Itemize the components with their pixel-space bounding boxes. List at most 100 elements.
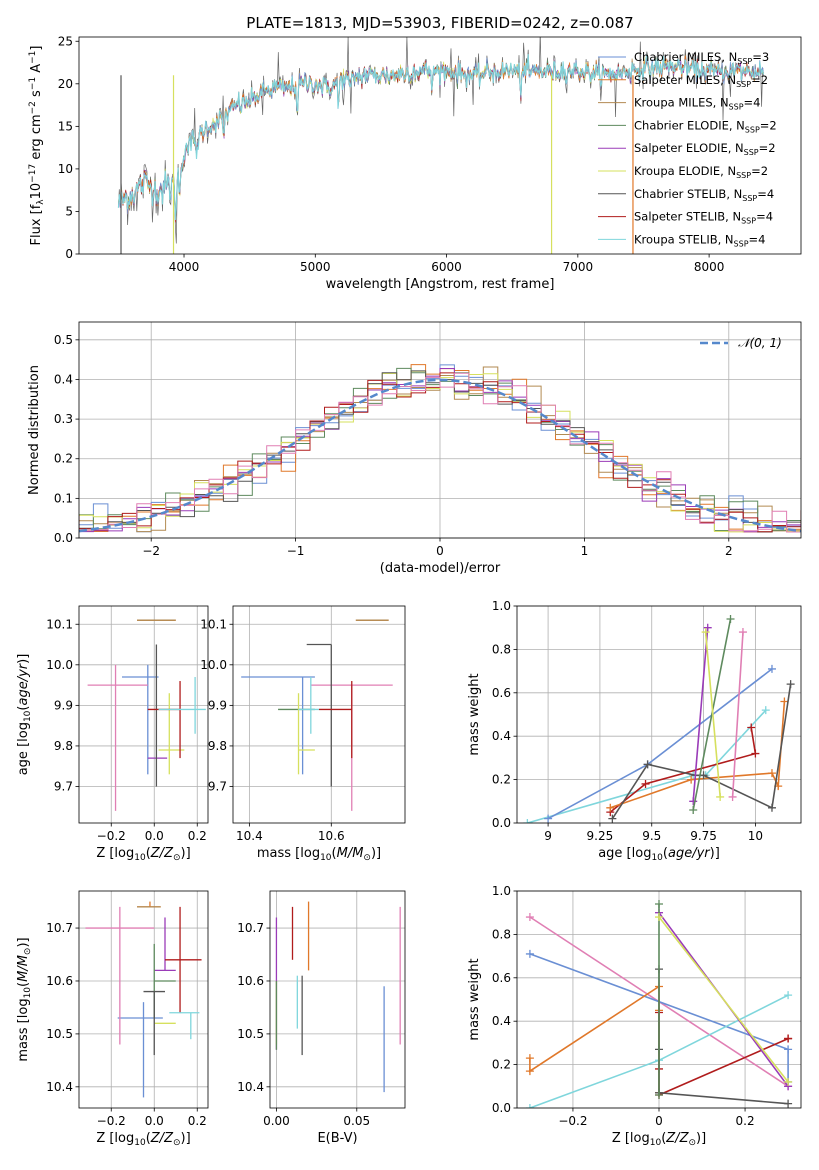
series-marker: [701, 628, 710, 637]
series-line: [658, 969, 789, 1105]
legend-entry: Salpeter MILES, NSSP=2: [634, 73, 768, 89]
series-marker: [784, 1099, 793, 1108]
y-axis-label: Flux [fλ10−17 erg cm−2 s−1 A−1]: [28, 46, 46, 246]
y-tick-label: 15: [58, 119, 73, 133]
y-tick-label: 0.4: [54, 372, 73, 386]
series-marker: [523, 819, 532, 823]
series-marker: [525, 1054, 534, 1063]
y-tick-label: 1.0: [492, 599, 511, 613]
y-tick-label: 9.7: [208, 779, 227, 793]
plot-frame: [78, 36, 802, 255]
y-tick-label: 10.1: [46, 617, 73, 631]
series-marker: [747, 723, 756, 732]
series-marker: [780, 697, 789, 706]
x-axis-label: E(B-V): [317, 1131, 357, 1146]
series-marker: [525, 949, 534, 958]
y-tick-label: 20: [58, 77, 73, 91]
x-tick-label: 0.2: [736, 1114, 755, 1128]
y-tick-label: 0.8: [492, 642, 511, 656]
legend-entry: Chabrier STELIB, NSSP=4: [634, 187, 774, 203]
axes-spectrum: 4000 5000 6000 7000 8000 0 5 10 15 20 25 wavelength…: [28, 34, 802, 292]
x-tick-label: −2: [142, 544, 160, 558]
y-tick-label: 10.7: [46, 921, 73, 935]
series-line: [547, 668, 773, 820]
x-tick-label: 0: [436, 544, 444, 558]
y-tick-label: 0.0: [54, 531, 73, 545]
x-tick-label: −1: [287, 544, 305, 558]
x-tick-label: 0.2: [188, 829, 207, 843]
x-axis-label: Z [log10(Z/Z⊙)]: [612, 1131, 706, 1148]
x-tick-label: 9: [544, 829, 552, 843]
histograms: [79, 364, 801, 533]
series-line: [529, 985, 660, 1093]
errorbars-age_vs_Z: [87, 619, 206, 811]
series-marker: [655, 1090, 663, 1099]
x-axis-label: Z [log10(Z/Z⊙)]: [96, 1131, 190, 1148]
axes-age_vs_mass: 10.4 10.6 9.7 9.8 9.9 10.0 10.1 mass [log10(M/M…: [200, 605, 406, 863]
legend-entry: Salpeter STELIB, NSSP=4: [634, 210, 773, 226]
spectrum-legend: Chabrier MILES, NSSP=3 Salpeter MILES, NS…: [598, 50, 777, 248]
y-axis-label: age [log10(age/yr)]: [16, 654, 33, 776]
series-marker: [716, 792, 725, 801]
y-tick-label: 9.9: [54, 698, 73, 712]
normal-curve: [79, 378, 801, 533]
series-marker: [726, 615, 735, 624]
y-tick-label: 0: [65, 247, 73, 261]
x-tick-label: 2: [725, 544, 733, 558]
y-tick-label: 9.8: [54, 739, 73, 753]
y-tick-label: 0.2: [54, 452, 73, 466]
axes-mass_vs_ebv: 0.00 0.05 10.4 10.5 10.6 10.7 E(B-V): [237, 890, 406, 1146]
y-tick-label: 10.1: [200, 617, 227, 631]
series-marker: [767, 664, 776, 673]
y-tick-label: 10.5: [237, 1027, 264, 1041]
legend-entry: Kroupa MILES, NSSP=4: [634, 96, 760, 112]
series-marker: [784, 991, 793, 1000]
spectrum-kroupa_stelib: [117, 53, 765, 221]
y-tick-label: 9.8: [208, 739, 227, 753]
legend-entry: Kroupa ELODIE, NSSP=2: [634, 164, 768, 180]
y-axis-label: Normed distribution: [27, 365, 42, 495]
spectrum-chabrier_elodie: [118, 55, 764, 218]
series-marker: [689, 805, 698, 814]
y-tick-label: 10.6: [46, 974, 73, 988]
series-line: [704, 631, 721, 798]
series-marker: [767, 803, 776, 812]
axes-weight_vs_Z: −0.2 0 0.2 0.0 0.2 0.4 0.6 0.8 1.0 Z [log10(Z/Z⊙)…: [467, 884, 802, 1148]
x-axis-label: Z [log10(Z/Z⊙)]: [96, 846, 190, 863]
series-marker: [525, 913, 534, 922]
x-tick-label: 9.5: [642, 829, 661, 843]
y-axis-label: mass [log10(M/M⊙)]: [16, 937, 33, 1061]
y-axis-label: mass weight: [467, 673, 482, 755]
x-tick-label: 10: [748, 829, 763, 843]
y-tick-label: 25: [58, 34, 73, 48]
lines-weight_vs_Z: [525, 900, 793, 1108]
series-marker: [767, 769, 776, 778]
series-marker: [608, 814, 617, 823]
series-marker: [751, 749, 760, 758]
ticks-weight_vs_age: 9 9.25 9.5 9.75 10 0.0 0.2 0.4 0.6 0.8 1.0: [492, 599, 802, 843]
x-axis-label: mass [log10(M/M⊙)]: [257, 846, 381, 863]
y-axis-label: mass weight: [467, 958, 482, 1040]
y-tick-label: 0.4: [492, 1014, 511, 1028]
y-tick-label: 10.0: [46, 658, 73, 672]
x-tick-label: 0.05: [343, 1114, 370, 1128]
x-tick-label: 0: [655, 1114, 663, 1128]
series-marker: [544, 814, 553, 823]
ticks-weight_vs_Z: −0.2 0 0.2 0.0 0.2 0.4 0.6 0.8 1.0: [492, 884, 802, 1128]
series-line: [692, 618, 732, 811]
ticks-residuals: −2 −1 0 1 2 0.0 0.1 0.2 0.3 0.4 0.5: [54, 321, 802, 558]
y-tick-label: 0.0: [492, 816, 511, 830]
plot-frame: [78, 890, 209, 1109]
y-tick-label: 0.4: [492, 729, 511, 743]
legend-entry: Salpeter ELODIE, NSSP=2: [634, 141, 776, 157]
y-tick-label: 0.6: [492, 971, 511, 985]
y-tick-label: 10.0: [200, 658, 227, 672]
series-marker: [687, 775, 696, 784]
spectrum-lines: [117, 37, 765, 254]
series-marker: [784, 1034, 793, 1043]
y-tick-label: 0.5: [54, 333, 73, 347]
legend-entry: Chabrier ELODIE, NSSP=2: [634, 118, 777, 134]
x-tick-label: −0.2: [558, 1114, 587, 1128]
y-tick-label: 10.4: [237, 1080, 264, 1094]
